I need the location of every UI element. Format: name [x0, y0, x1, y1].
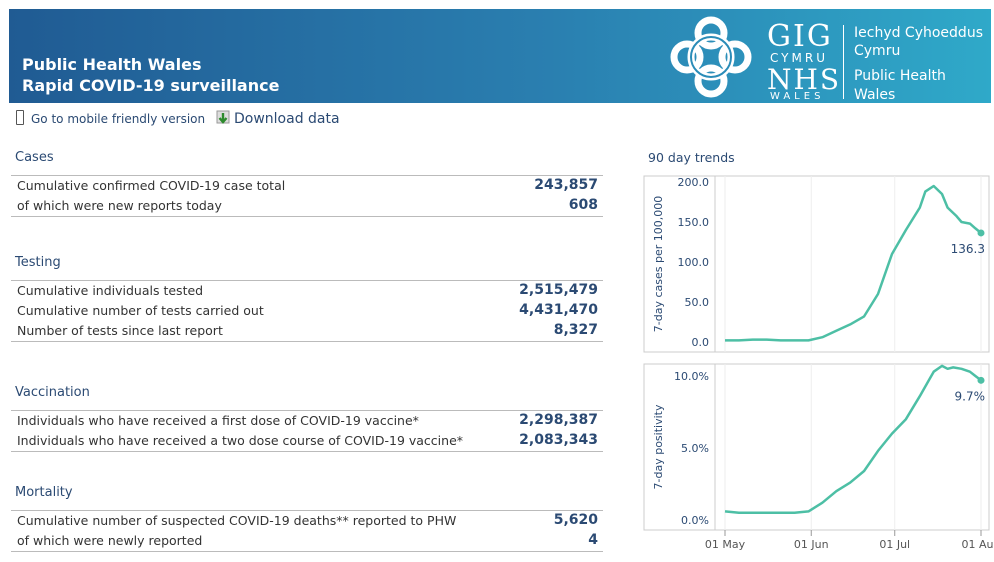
row-value: 2,298,387	[519, 412, 598, 428]
section-title-vaccination: Vaccination	[15, 385, 90, 400]
series-end-point	[977, 229, 985, 237]
y-tick-label: 150.0	[678, 216, 710, 229]
table-row: Cumulative individuals tested 2,515,479	[11, 281, 603, 301]
row-label: Cumulative confirmed COVID-19 case total	[17, 178, 286, 193]
row-label: Cumulative number of suspected COVID-19 …	[17, 513, 457, 528]
cases-table: Cumulative confirmed COVID-19 case total…	[11, 175, 603, 217]
trends-title: 90 day trends	[648, 150, 735, 165]
table-row: Individuals who have received a first do…	[11, 411, 603, 431]
logo-gig: GIG	[767, 19, 833, 54]
x-tick-label: 01 Jun	[794, 538, 829, 551]
row-value: 2,515,479	[519, 282, 598, 298]
chart-frame	[643, 175, 990, 353]
celtic-knot-icon	[670, 16, 752, 98]
section-title-testing: Testing	[15, 255, 61, 270]
logo-org-en-2: Wales	[854, 87, 896, 103]
series-line	[725, 184, 982, 342]
series-line	[724, 364, 982, 515]
section-title-mortality: Mortality	[15, 485, 73, 500]
y-axis-label: 7-day positivity	[652, 404, 665, 489]
y-tick-label: 10.0%	[674, 370, 709, 383]
download-data-label: Download data	[234, 111, 340, 127]
logo-org-en-1: Public Health	[854, 68, 946, 84]
row-label: Individuals who have received a first do…	[17, 413, 419, 428]
x-tick-label: 01 Aug	[962, 538, 994, 551]
row-value: 2,083,343	[519, 432, 598, 448]
table-row: Cumulative number of suspected COVID-19 …	[11, 511, 603, 531]
x-tick-label: 01 May	[705, 538, 746, 551]
table-row: Cumulative confirmed COVID-19 case total…	[11, 176, 603, 196]
row-label: Number of tests since last report	[17, 323, 223, 338]
logo-nhs: NHS	[767, 63, 842, 96]
row-label: of which were new reports today	[17, 198, 222, 213]
mobile-version-label: Go to mobile friendly version	[31, 112, 206, 126]
y-tick-label: 5.0%	[681, 442, 709, 455]
vaccination-table: Individuals who have received a first do…	[11, 410, 603, 452]
row-label: Cumulative individuals tested	[17, 283, 204, 298]
logo-org-welsh-2: Cymru	[854, 43, 901, 59]
row-value: 4,431,470	[519, 302, 598, 318]
y-tick-label: 200.0	[678, 176, 710, 189]
row-value: 4	[588, 532, 598, 548]
y-tick-label: 0.0%	[681, 514, 709, 527]
table-row: Number of tests since last report 8,327	[11, 321, 603, 341]
chart-frame	[643, 363, 990, 531]
table-row: Cumulative number of tests carried out 4…	[11, 301, 603, 321]
series-end-point	[977, 376, 985, 384]
mobile-version-link[interactable]: Go to mobile friendly version	[16, 110, 205, 126]
table-row: Individuals who have received a two dose…	[11, 431, 603, 451]
y-axis-label: 7-day cases per 100,000	[652, 196, 665, 332]
logo-divider	[843, 25, 844, 99]
download-icon	[216, 110, 230, 124]
logo-org-welsh-1: Iechyd Cyhoeddus	[854, 25, 983, 41]
testing-table: Cumulative individuals tested 2,515,479 …	[11, 280, 603, 342]
mortality-table: Cumulative number of suspected COVID-19 …	[11, 510, 603, 552]
logo-cymru: CYMRU	[770, 51, 828, 65]
end-value-label: 9.7%	[955, 389, 986, 403]
header-title-line1: Public Health Wales	[22, 55, 202, 74]
y-tick-label: 100.0	[678, 256, 710, 269]
trend-charts: 0.0 50.0 100.0 150.0 200.0 7-day cases per 10…	[643, 175, 994, 551]
end-value-label: 136.3	[951, 242, 985, 256]
phw-logo: GIG CYMRU NHS WALES Iechyd Cyhoeddus Cym…	[657, 9, 991, 103]
row-label: of which were newly reported	[17, 533, 203, 548]
row-label: Individuals who have received a two dose…	[17, 433, 464, 448]
mobile-phone-icon	[16, 110, 24, 125]
row-value: 8,327	[553, 322, 598, 338]
row-value: 243,857	[534, 177, 598, 193]
table-row: of which were newly reported 4	[11, 531, 603, 551]
table-row: of which were new reports today 608	[11, 196, 603, 216]
header-title-line2: Rapid COVID-19 surveillance	[22, 76, 280, 95]
row-value: 5,620	[553, 512, 598, 528]
row-label: Cumulative number of tests carried out	[17, 303, 264, 318]
y-tick-label: 0.0	[692, 336, 710, 349]
download-data-link[interactable]: Download data	[216, 110, 340, 127]
page-header: Public Health Wales Rapid COVID-19 surve…	[9, 9, 991, 103]
x-tick-label: 01 Jul	[879, 538, 910, 551]
section-title-cases: Cases	[15, 150, 54, 165]
row-value: 608	[568, 197, 598, 213]
y-tick-label: 50.0	[685, 296, 710, 309]
logo-wales: WALES	[770, 91, 825, 102]
